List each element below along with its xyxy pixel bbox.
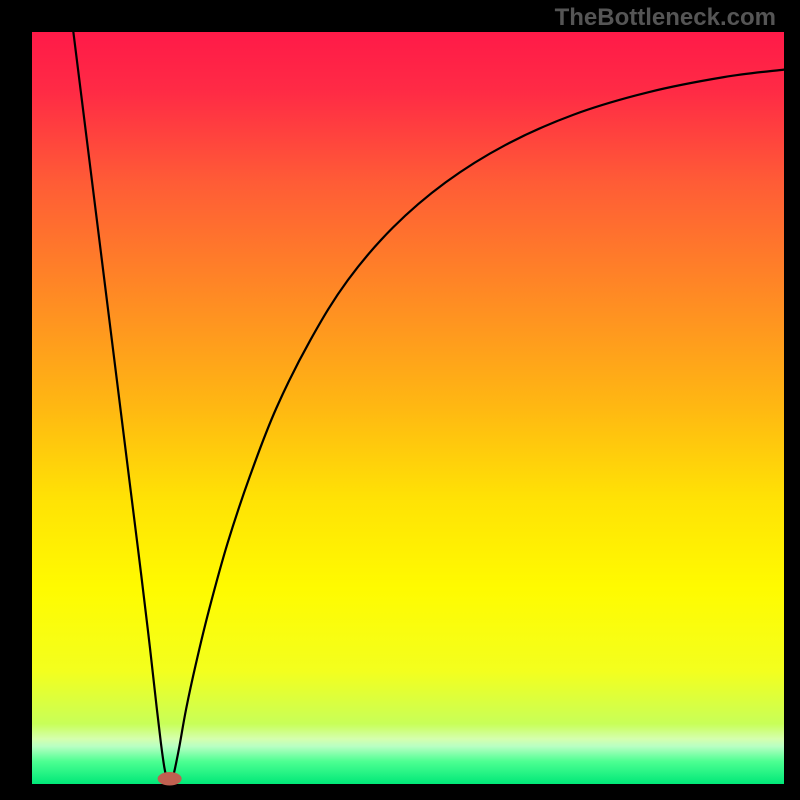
curve-right-branch xyxy=(173,70,784,778)
curve-left-branch xyxy=(73,32,166,778)
watermark-text: TheBottleneck.com xyxy=(555,4,776,32)
figure-root: TheBottleneck.com xyxy=(0,0,800,800)
curve-overlay xyxy=(0,0,800,800)
minimum-marker xyxy=(158,772,182,786)
